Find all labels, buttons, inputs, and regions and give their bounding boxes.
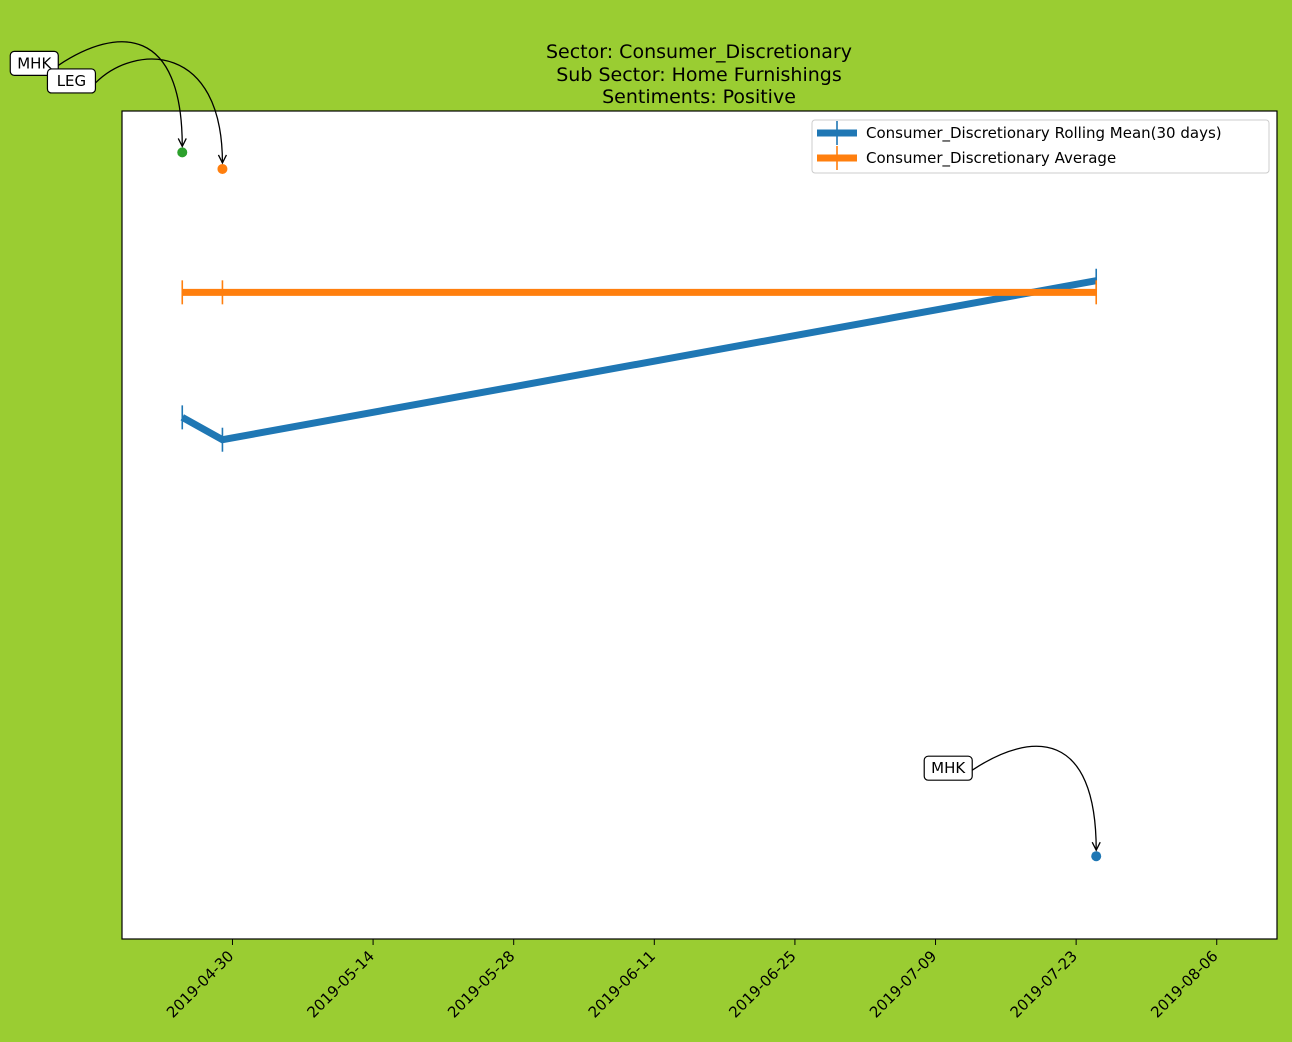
annotation-label-box <box>9 50 59 77</box>
x-tick-label: 2019-05-28 <box>444 947 518 1021</box>
x-tick-label: 2019-06-11 <box>585 947 659 1021</box>
annotation-layer: MHK LEG MHK <box>9 41 1102 862</box>
annotation-point <box>177 147 188 158</box>
annotation-point <box>1091 851 1102 862</box>
annotation-label: MHK <box>17 54 52 72</box>
annotation-label: LEG <box>57 72 86 90</box>
chart-title-line-1: Sector: Consumer_Discretionary <box>546 41 852 63</box>
annotation-label: MHK <box>931 759 966 777</box>
annotation-point <box>217 163 228 174</box>
legend-entry-label: Consumer_Discretionary Average <box>866 149 1116 168</box>
annotation-arrow <box>57 41 183 147</box>
x-tick-label: 2019-07-23 <box>1007 947 1081 1021</box>
x-tick-label: 2019-05-14 <box>304 947 378 1021</box>
annotation-arrow <box>971 745 1097 851</box>
series-layer <box>180 268 1098 452</box>
annotation-arrow <box>94 58 224 163</box>
chart-title: Sector: Consumer_Discretionary Sub Secto… <box>546 41 852 108</box>
x-tick-label: 2019-04-30 <box>163 947 237 1021</box>
annotation-label-box <box>923 755 973 781</box>
legend-box <box>811 119 1270 174</box>
plot-area <box>121 110 1278 940</box>
annotation-arrowhead <box>1091 841 1101 852</box>
annotation-label-box <box>46 68 97 94</box>
legend: Consumer_Discretionary Rolling Mean(30 d… <box>811 119 1270 174</box>
x-tick-label: 2019-08-06 <box>1147 947 1221 1021</box>
x-tick-label: 2019-07-09 <box>866 947 940 1021</box>
annotation-arrowhead <box>177 138 187 148</box>
x-tick-label: 2019-06-25 <box>725 947 799 1021</box>
chart-title-line-2: Sub Sector: Home Furnishings <box>556 64 842 86</box>
chart-title-line-3: Sentiments: Positive <box>602 86 796 108</box>
legend-entry-label: Consumer_Discretionary Rolling Mean(30 d… <box>866 124 1222 143</box>
annotation-arrowhead <box>217 154 228 165</box>
x-axis: 2019-04-30 2019-05-14 2019-05-28 2019-06-11… <box>163 939 1222 1021</box>
